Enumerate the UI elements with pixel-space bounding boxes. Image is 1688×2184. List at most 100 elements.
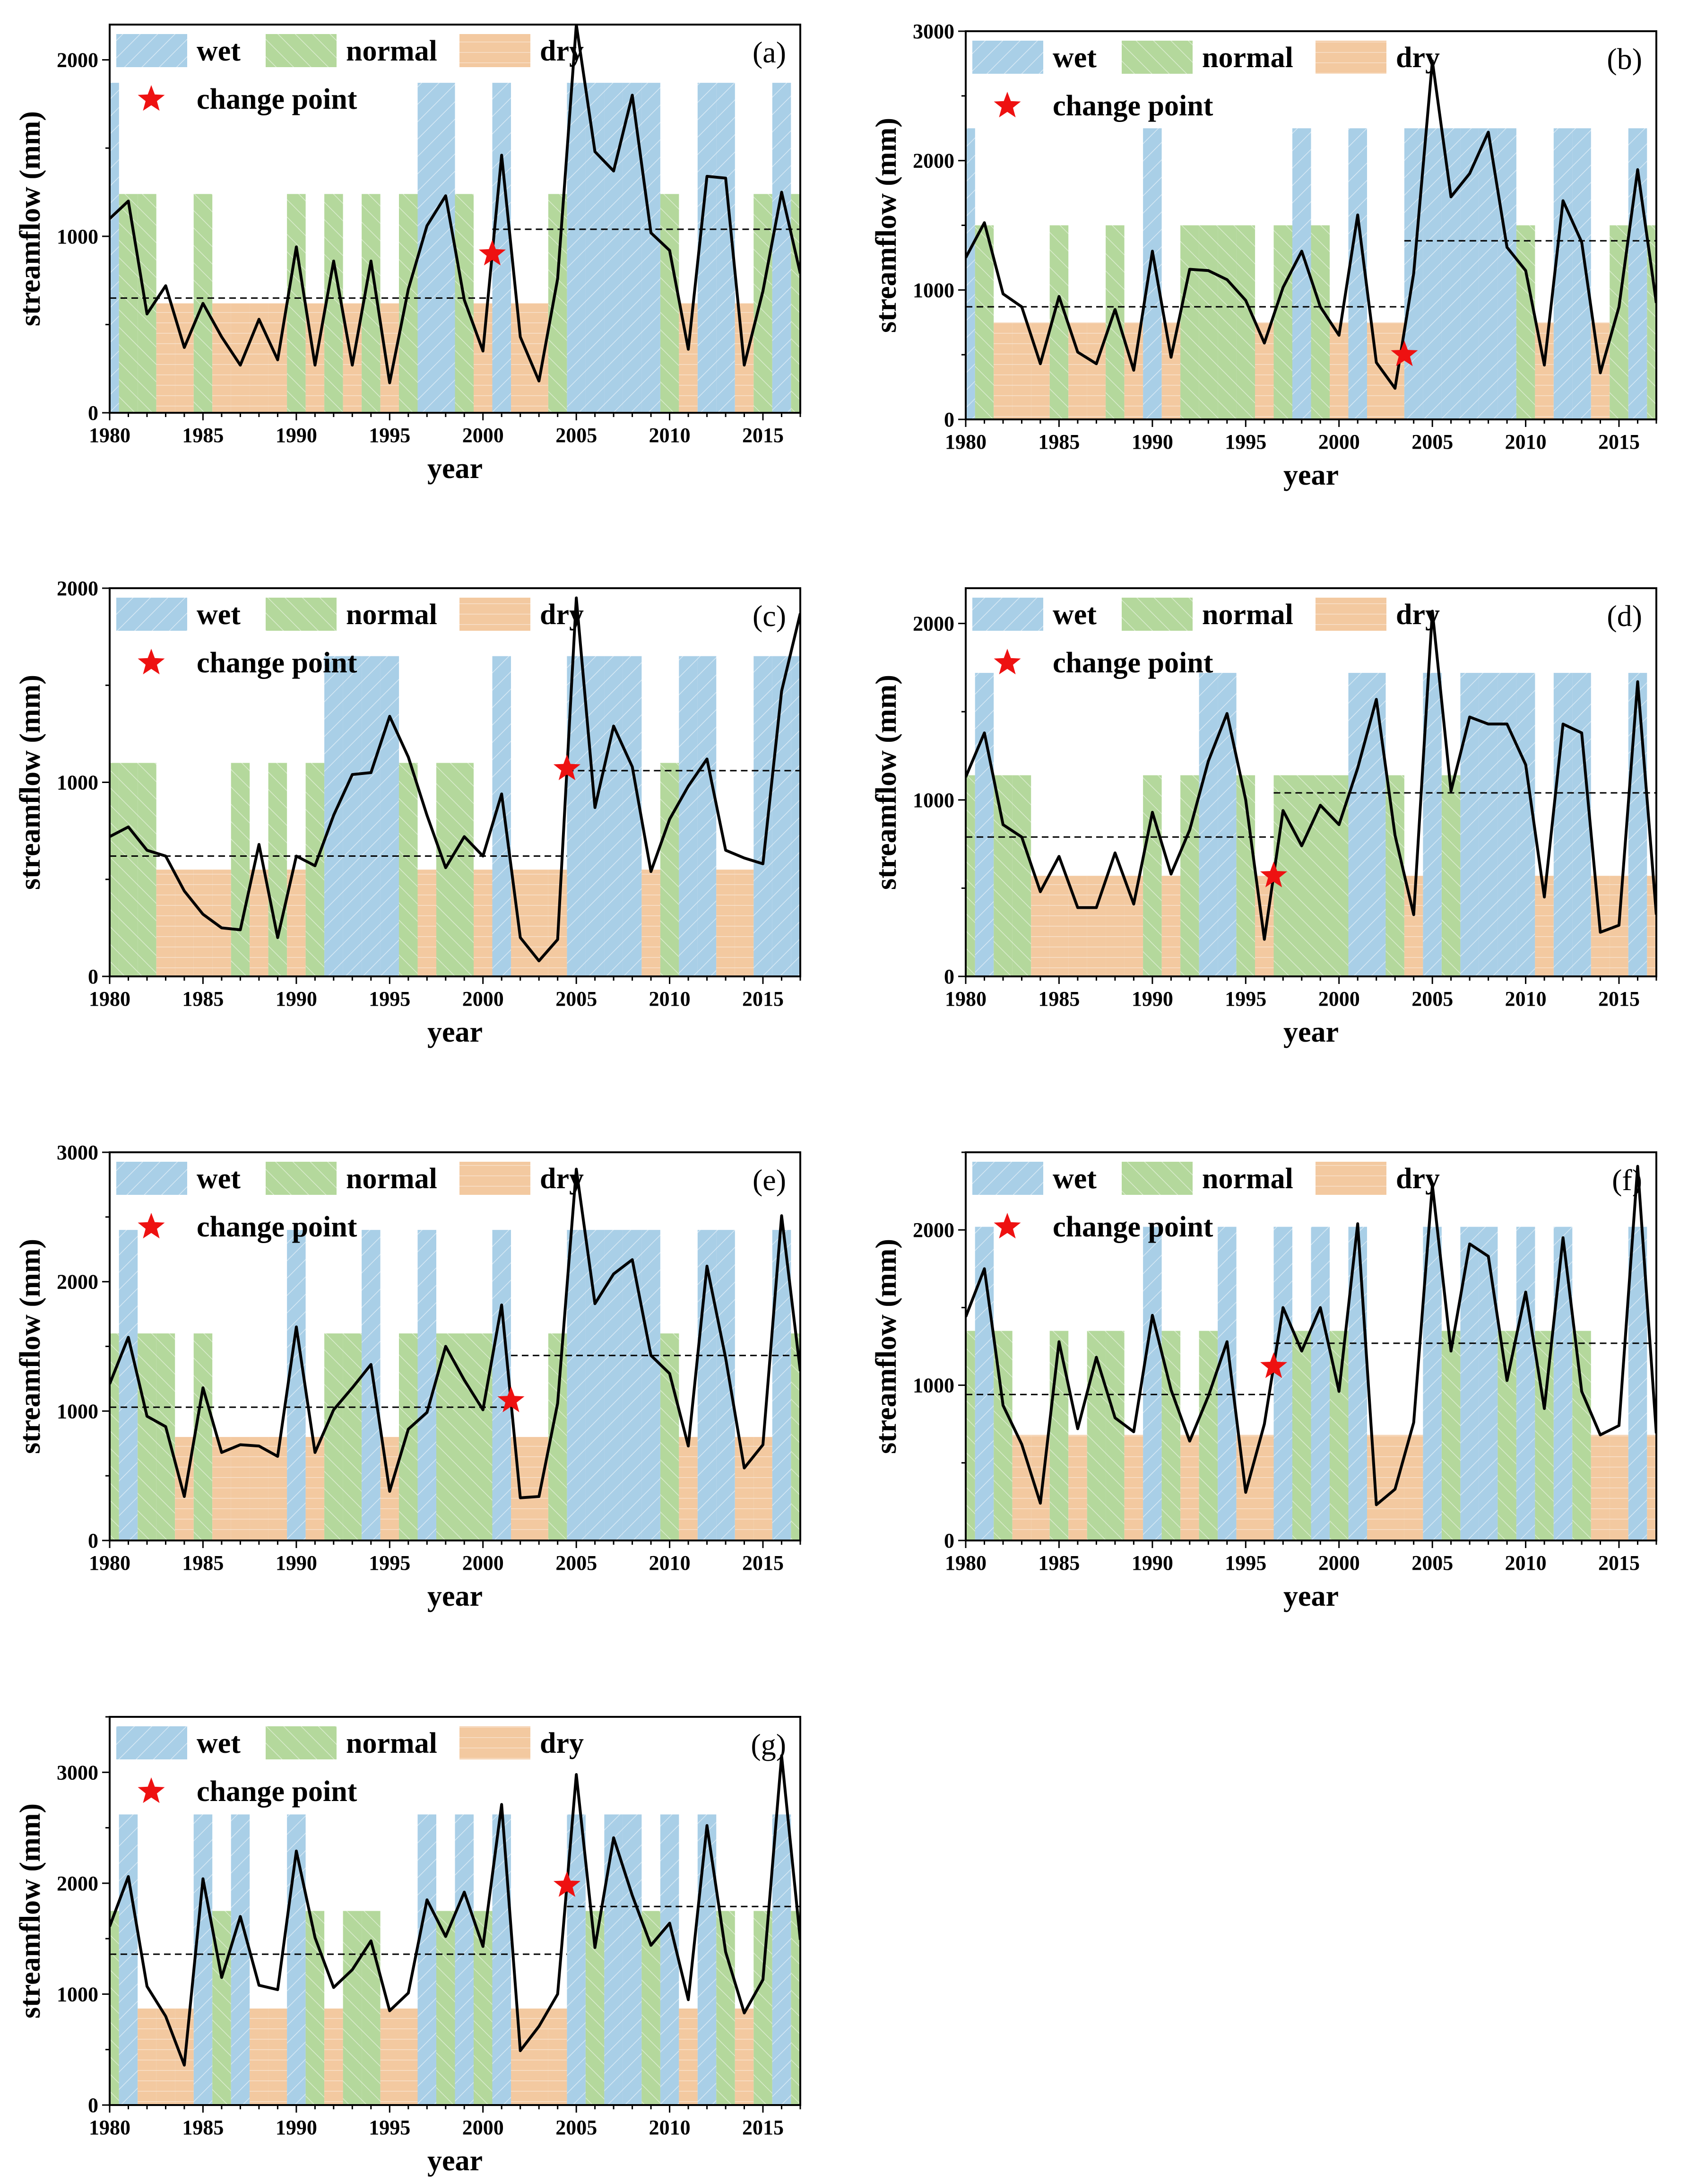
bar-wet-2012 <box>697 83 717 413</box>
bar-normal-1996 <box>399 1333 418 1540</box>
bar-normal-1991 <box>305 1911 325 2105</box>
x-tick-label: 2015 <box>742 987 784 1010</box>
bar-normal-1996 <box>399 763 418 976</box>
bar-normal-1988 <box>1106 225 1125 419</box>
bar-wet-2009 <box>1498 673 1516 976</box>
bar-dry-2003 <box>1385 322 1404 419</box>
x-tick-label: 1995 <box>1225 430 1266 453</box>
bar-normal-1980 <box>966 775 975 976</box>
x-tick-label: 2015 <box>1598 1551 1640 1575</box>
bar-dry-1996 <box>1255 322 1274 419</box>
y-axis-title: streamflow (mm) <box>870 118 902 333</box>
x-tick-label: 1990 <box>1132 987 1173 1010</box>
change-point-star <box>1260 861 1288 888</box>
panel-f: 1980 1985 1990 1995 2000 2005 2010 2015 year 0 100… <box>870 1151 1657 1612</box>
bar-wet-2013 <box>1572 128 1591 419</box>
classification-bars <box>110 656 800 976</box>
x-tick-label: 2010 <box>649 424 691 447</box>
bar-normal-2015 <box>753 1911 772 2105</box>
bar-wet-1994 <box>1218 673 1237 976</box>
x-tick-label: 2000 <box>462 424 504 447</box>
x-tick-label: 1995 <box>369 424 410 447</box>
bar-wet-1994 <box>362 656 381 976</box>
bar-wet-1999 <box>1311 1227 1330 1540</box>
bar-dry-2014 <box>735 2008 754 2105</box>
x-axis-title: year <box>1283 459 1339 491</box>
bar-dry-1987 <box>231 303 250 413</box>
legend-swatch-dry <box>459 1162 530 1195</box>
bar-dry-1988 <box>250 1437 268 1540</box>
bar-normal-1998 <box>1292 1331 1311 1540</box>
y-axis: 0 1000 2000 streamflow (mm) <box>14 49 110 425</box>
bar-dry-2004 <box>1404 1435 1423 1540</box>
plot-area <box>110 25 800 413</box>
x-tick-label: 2005 <box>1411 987 1453 1010</box>
panel-e: 1980 1985 1990 1995 2000 2005 2010 2015 year 0 100… <box>14 1141 801 1612</box>
legend-label-change-point: change point <box>1053 647 1213 679</box>
x-tick-label: 2010 <box>649 1551 691 1575</box>
bar-dry-1991 <box>1161 876 1181 976</box>
y-tick-label: 0 <box>944 408 954 431</box>
x-tick-label: 2010 <box>1505 987 1547 1010</box>
bar-dry-1989 <box>1124 1435 1143 1540</box>
bar-wet-2011 <box>679 656 698 976</box>
bar-normal-1992 <box>324 1333 343 1540</box>
legend-swatch-wet <box>116 598 187 631</box>
classification-bars <box>110 1230 800 1540</box>
x-tick-label: 1980 <box>89 1551 130 1575</box>
y-axis-title: streamflow (mm) <box>870 675 902 890</box>
bar-wet-2012 <box>1553 128 1573 419</box>
bar-dry-1992 <box>324 2008 343 2105</box>
y-tick-label: 0 <box>88 401 98 425</box>
bar-normal-1981 <box>975 225 994 419</box>
y-tick-label: 1000 <box>913 278 954 302</box>
bar-normal-2006 <box>1441 775 1461 976</box>
bar-normal-1999 <box>1311 225 1330 419</box>
x-tick-label: 1990 <box>276 1551 317 1575</box>
x-tick-label: 1985 <box>1038 430 1080 453</box>
bar-wet-1990 <box>287 1230 306 1540</box>
bar-normal-1989 <box>268 763 287 976</box>
bar-normal-1995 <box>1236 225 1255 419</box>
x-tick-label: 1990 <box>1132 1551 1173 1575</box>
bar-wet-2005 <box>567 83 586 413</box>
x-tick-label: 1995 <box>1225 987 1266 1010</box>
bar-wet-2006 <box>585 1230 605 1540</box>
bar-wet-2017 <box>791 656 800 976</box>
bar-normal-1993 <box>343 1911 362 2105</box>
bar-wet-2006 <box>585 83 605 413</box>
plot-frame <box>965 587 1657 977</box>
legend-label-change-point: change point <box>197 83 357 115</box>
bar-normal-1985 <box>1049 1331 1069 1540</box>
bar-wet-2008 <box>1479 673 1498 976</box>
y-axis-title: streamflow (mm) <box>14 111 46 326</box>
x-tick-label: 1985 <box>182 987 224 1010</box>
x-axis: 1980 1985 1990 1995 2000 2005 2010 2015 year <box>945 976 1657 1048</box>
bar-wet-2009 <box>641 1230 660 1540</box>
y-tick-label: 0 <box>88 965 98 988</box>
bar-wet-1997 <box>417 1814 436 2105</box>
bar-dry-1984 <box>175 303 194 413</box>
change-point-star <box>497 1386 525 1412</box>
legend-label-change-point: change point <box>197 647 357 679</box>
bar-wet-2016 <box>772 1814 791 2105</box>
legend-label-wet: wet <box>1053 42 1097 74</box>
legend-star-icon <box>994 649 1021 675</box>
legend-label-normal: normal <box>346 1727 437 1759</box>
legend-star-icon <box>994 1213 1021 1239</box>
legend-swatch-normal <box>266 598 337 631</box>
x-axis: 1980 1985 1990 1995 2000 2005 2010 2015 year <box>89 1540 801 1612</box>
y-tick-label: 1000 <box>57 1400 98 1423</box>
y-tick-label: 3000 <box>913 20 954 43</box>
streamflow-line <box>110 1167 800 1499</box>
legend-swatch-normal <box>1122 598 1193 631</box>
bar-dry-1985 <box>1049 876 1069 976</box>
plot-area <box>966 1165 1656 1540</box>
plot-area <box>966 609 1656 976</box>
x-tick-label: 1990 <box>276 424 317 447</box>
bar-dry-1996 <box>1255 1435 1274 1540</box>
legend-swatch-normal <box>1122 1162 1193 1195</box>
streamflow-line <box>966 609 1656 941</box>
legend-swatch-wet <box>972 598 1043 631</box>
bar-dry-1995 <box>380 2008 399 2105</box>
